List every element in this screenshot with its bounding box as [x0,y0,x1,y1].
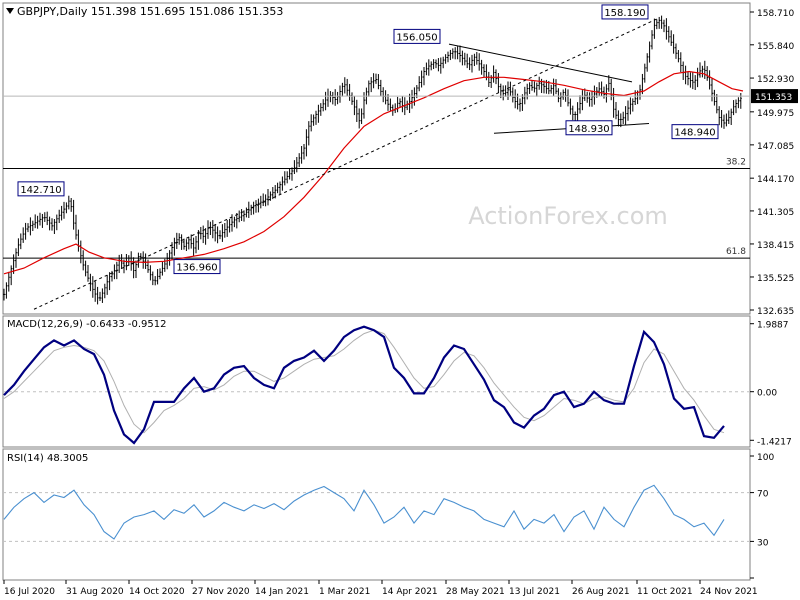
time-tick-label: 13 Jul 2021 [509,587,560,597]
trendline [448,43,633,83]
rsi-panel-frame [2,448,751,581]
annotation-label: 148.940 [674,128,715,139]
price-panel: ActionForex.com GBPJPY,Daily 151.398 151… [2,2,798,317]
macd-tick-label: 1.9887 [757,321,789,331]
price-tick-label: 132.635 [757,307,794,317]
fib-levels: 38.2 61.8 [3,157,750,259]
header-triangle-icon [6,8,14,14]
rsi-line [3,484,725,540]
price-tick-label: 155.840 [757,42,794,52]
price-annotation: 148.940 [671,124,719,140]
annotation-label: 136.960 [176,263,217,274]
annotation-box [601,4,649,20]
rsi-panel: RSI(14) 48.3005 100 70 30 [2,448,774,581]
price-annotations: 158.190 156.050 142.710 136.960 148.930 148.9… [17,4,719,275]
annotation-box [393,28,441,44]
time-tick-label: 14 Apr 2021 [382,587,438,597]
annotation-label: 142.710 [20,185,61,196]
watermark: ActionForex.com [468,202,668,230]
price-annotation: 142.710 [17,181,65,197]
annotation-label: 158.190 [604,8,645,19]
price-tick-label: 152.930 [757,75,794,85]
time-tick-label: 14 Oct 2020 [129,587,185,597]
time-tick-label: 24 Nov 2021 [700,587,758,597]
fib-level-label: 38.2 [726,157,746,167]
price-tick-label: 144.170 [757,175,794,185]
annotation-label: 156.050 [396,32,437,43]
rsi-tick-label: 100 [757,453,774,463]
time-tick-label: 1 Mar 2021 [319,587,370,597]
price-bars [3,15,742,305]
macd-title: MACD(12,26,9) -0.6433 -0.9512 [7,319,167,330]
macd-panel-frame [2,315,751,448]
price-tick-label: 141.305 [757,208,794,218]
time-tick-label: 31 Aug 2020 [66,587,124,597]
macd-signal-line [3,329,725,434]
macd-panel: MACD(12,26,9) -0.6433 -0.9512 1.9887 0.00… [2,315,792,448]
price-panel-frame [2,2,751,315]
annotation-box [671,124,719,140]
annotation-box [17,181,65,197]
rsi-axis: 100 70 30 [3,453,774,579]
time-tick-label: 14 Jan 2021 [255,587,309,597]
annotation-label: 148.930 [568,124,609,135]
price-tick-label: 147.085 [757,142,794,152]
time-tick-label: 16 Jul 2020 [4,587,55,597]
time-tick-label: 26 Aug 2021 [572,587,630,597]
fib-level-label: 61.8 [726,247,746,257]
rsi-title: RSI(14) 48.3005 [7,453,88,464]
price-annotation: 136.960 [173,259,221,275]
current-price-marker: 151.353 [3,89,798,104]
macd-tick-label: 0.00 [757,389,777,399]
time-tick-label: 27 Nov 2020 [192,587,250,597]
rsi-tick-label: 30 [757,538,769,548]
chart-header: GBPJPY,Daily 151.398 151.695 151.086 151… [17,5,283,18]
price-axis: 158.710 155.840 152.930 149.975 147.085 144.1… [750,9,794,317]
moving-average-line [3,70,744,275]
price-tick-label: 149.975 [757,109,794,119]
time-tick-label: 28 May 2021 [446,587,505,597]
current-price-label: 151.353 [755,93,792,103]
trendline [33,17,660,310]
macd-axis: 1.9887 0.00 -1.4217 [3,321,792,447]
annotation-box [565,120,613,136]
price-tick-label: 158.710 [757,9,794,19]
price-annotation: 158.190 [601,4,649,20]
current-price-box [751,89,798,104]
macd-main-line [3,325,725,445]
annotation-box [173,259,221,275]
macd-tick-label: -1.4217 [757,437,792,447]
time-tick-label: 11 Oct 2021 [637,587,693,597]
price-tick-label: 135.525 [757,274,794,284]
time-axis: 16 Jul 2020 31 Aug 2020 14 Oct 2020 27 Nov … [3,580,758,597]
rsi-tick-label: 70 [757,490,769,500]
price-annotation: 148.930 [565,120,613,136]
price-tick-label: 138.415 [757,241,794,251]
price-annotation: 156.050 [393,28,441,44]
